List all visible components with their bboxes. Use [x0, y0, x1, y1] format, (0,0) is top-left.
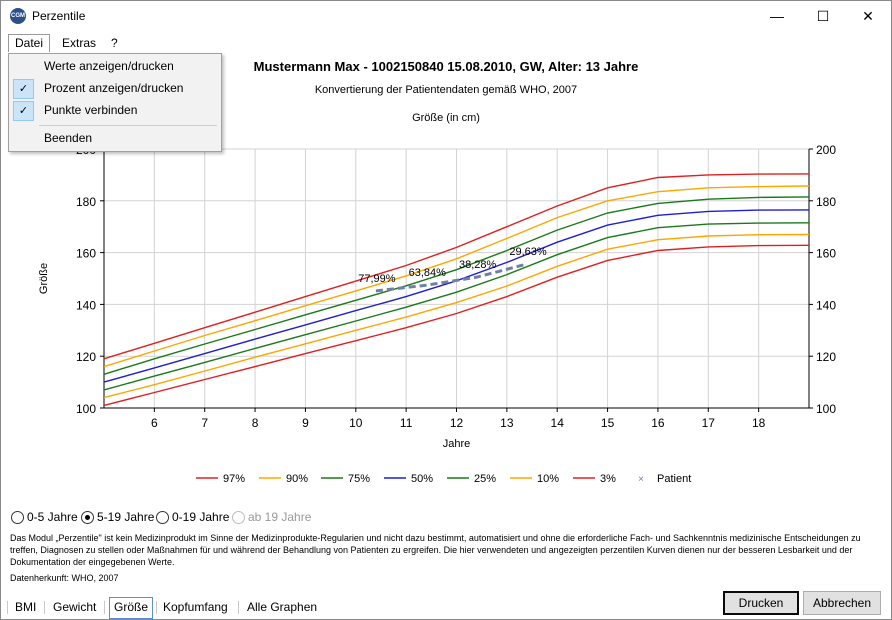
x-tick-label: 17: [702, 416, 716, 430]
y-tick-label-left: 180: [76, 195, 96, 209]
x-tick-label: 13: [500, 416, 514, 430]
radio-circle: [81, 511, 94, 524]
print-button[interactable]: Drucken: [723, 591, 799, 615]
x-tick-label: 10: [349, 416, 363, 430]
menu-item-label: Werte anzeigen/drucken: [44, 59, 174, 73]
chart-subtitle: Konvertierung der Patientendaten gemäß W…: [314, 84, 578, 96]
menu-datei[interactable]: Datei: [8, 34, 51, 52]
menu-help[interactable]: ?: [111, 36, 118, 50]
maximize-button[interactable]: ☐: [816, 8, 830, 24]
series-line-25pct: [103, 222, 810, 391]
legend-entry: 90%: [286, 473, 308, 485]
y-tick-label-right: 120: [816, 350, 836, 364]
tab-divider: [44, 601, 45, 614]
x-tick-label: 18: [752, 416, 766, 430]
patient-percent-label: 77,99%: [358, 273, 396, 285]
menu-item-punkte-verbinden[interactable]: ✓ Punkte verbinden: [10, 100, 220, 121]
legend-entry: 25%: [474, 473, 496, 485]
x-tick-label: 16: [651, 416, 665, 430]
chart-title: Mustermann Max - 1002150840 15.08.2010, …: [253, 59, 639, 74]
x-axis-label: Jahre: [443, 438, 471, 450]
y-tick-label-left: 160: [76, 247, 96, 261]
title-bar: CGM Perzentile — ☐ ✕: [1, 1, 891, 32]
data-source-text: Datenherkunft: WHO, 2007: [10, 573, 119, 583]
series-line-97pct: [103, 173, 810, 360]
menu-item-label: Punkte verbinden: [44, 103, 138, 117]
radio-label: ab 19 Jahre: [248, 510, 312, 524]
y-tick-label-left: 100: [76, 402, 96, 416]
x-tick-label: 15: [601, 416, 615, 430]
menu-item-prozent-anzeigen[interactable]: ✓ Prozent anzeigen/drucken: [10, 78, 220, 99]
tab-alle-graphen[interactable]: Alle Graphen: [247, 600, 318, 614]
patient-percent-label: 38,28%: [459, 259, 497, 271]
legend-patient-marker: ×: [638, 474, 644, 485]
radio-label: 0-5 Jahre: [27, 510, 78, 524]
disclaimer-text: Das Modul „Perzentile" ist kein Medizinp…: [10, 533, 861, 567]
app-logo-icon: CGM: [10, 8, 26, 24]
window-title: Perzentile: [32, 9, 86, 23]
patient-line: [375, 262, 528, 293]
x-tick-label: 12: [450, 416, 464, 430]
y-tick-label-right: 100: [816, 402, 836, 416]
x-tick-label: 6: [151, 416, 158, 430]
menu-bar: Datei Extras ?: [1, 33, 891, 53]
x-tick-label: 14: [551, 416, 565, 430]
legend-entry: 97%: [223, 473, 245, 485]
series-line-90pct: [103, 185, 810, 368]
radio-label: 5-19 Jahre: [97, 510, 155, 524]
cancel-button[interactable]: Abbrechen: [803, 591, 881, 615]
tab-divider: [7, 601, 8, 614]
tab-kopfumfang[interactable]: Kopfumfang: [163, 600, 228, 614]
close-button[interactable]: ✕: [862, 8, 874, 24]
patient-percent-label: 63,84%: [409, 267, 447, 279]
y-tick-label-right: 180: [816, 195, 836, 209]
menu-item-label: Prozent anzeigen/drucken: [44, 81, 184, 95]
y-tick-label-left: 120: [76, 350, 96, 364]
radio-label: 0-19 Jahre: [172, 510, 230, 524]
series-line-3pct: [103, 244, 810, 407]
legend-entry: 50%: [411, 473, 433, 485]
radio-circle: [232, 511, 245, 524]
legend-entry: 10%: [537, 473, 559, 485]
check-icon: ✓: [13, 101, 34, 121]
tab-bmi[interactable]: BMI: [15, 600, 37, 614]
x-tick-label: 11: [400, 416, 413, 430]
legend-entry: Patient: [657, 473, 691, 485]
x-tick-label: 9: [302, 416, 309, 430]
x-tick-label: 8: [252, 416, 259, 430]
y-tick-label-left: 140: [76, 298, 96, 312]
y-tick-label-right: 200: [816, 143, 836, 157]
legend-entry: 75%: [348, 473, 370, 485]
tab-groesse[interactable]: Größe: [109, 597, 154, 619]
radio-circle: [11, 511, 24, 524]
tab-divider: [238, 601, 239, 614]
y-tick-label-right: 160: [816, 247, 836, 261]
tab-divider: [156, 601, 157, 614]
radio-circle: [156, 511, 169, 524]
series-line-75pct: [103, 196, 810, 375]
menu-item-beenden[interactable]: Beenden: [10, 128, 220, 148]
menu-item-label: Beenden: [44, 131, 93, 145]
series-line-10pct: [103, 233, 810, 399]
menu-extras[interactable]: Extras: [62, 36, 97, 50]
percentile-chart: 6 7 8 9 10 11 12 13 14 15 16 17 18 100 100 120 120 140 140…: [38, 143, 836, 485]
chart-unit-label: Größe (in cm): [412, 112, 480, 124]
menu-divider: [39, 125, 217, 126]
x-tick-label: 7: [201, 416, 208, 430]
menu-item-werte-anzeigen[interactable]: Werte anzeigen/drucken: [10, 56, 220, 76]
minimize-button[interactable]: —: [770, 8, 784, 24]
tab-gewicht[interactable]: Gewicht: [53, 600, 97, 614]
legend-entry: 3%: [600, 473, 616, 485]
y-axis-label: Größe: [38, 263, 50, 294]
tab-divider: [104, 601, 105, 614]
patient-percent-label: 29,63%: [509, 246, 547, 258]
y-tick-label-right: 140: [816, 298, 836, 312]
check-icon: ✓: [13, 79, 34, 99]
datei-dropdown-menu: Werte anzeigen/drucken ✓ Prozent anzeige…: [8, 53, 222, 152]
